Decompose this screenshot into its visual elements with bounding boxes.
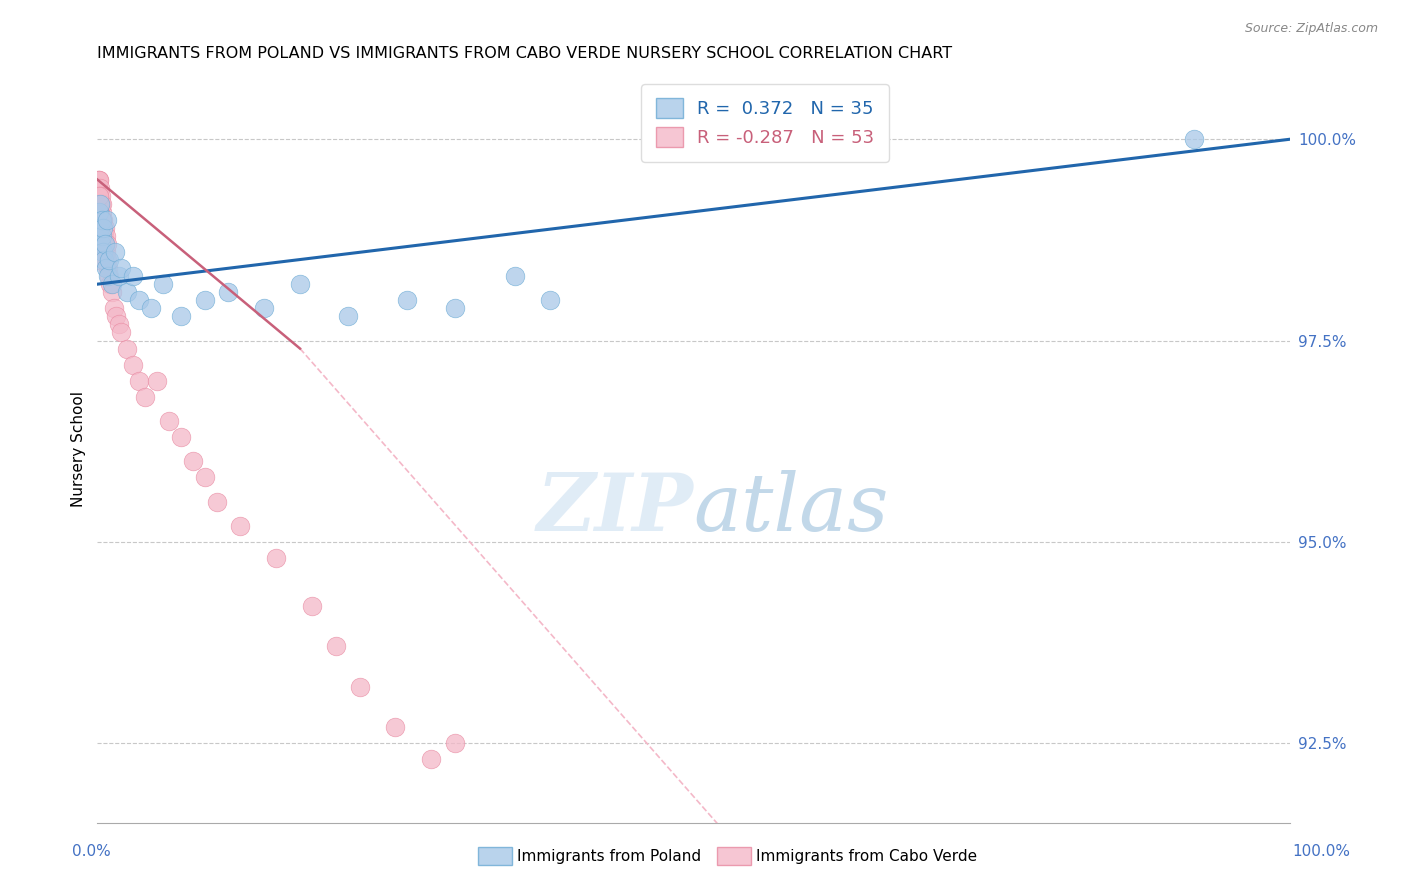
Point — [170, 430, 193, 444]
Point — [89, 172, 111, 186]
Text: Immigrants from Cabo Verde: Immigrants from Cabo Verde — [756, 849, 977, 863]
Point — [91, 212, 114, 227]
Point — [87, 180, 110, 194]
Point — [87, 228, 110, 243]
Point — [87, 172, 110, 186]
Point — [94, 228, 117, 243]
Text: 100.0%: 100.0% — [1292, 845, 1351, 859]
Point — [91, 244, 114, 259]
Point — [444, 736, 467, 750]
Point — [98, 269, 121, 284]
Point — [538, 293, 561, 308]
Text: ZIP: ZIP — [537, 470, 693, 548]
Text: Source: ZipAtlas.com: Source: ZipAtlas.com — [1244, 22, 1378, 36]
Point — [205, 494, 228, 508]
Point — [218, 285, 240, 300]
Point — [100, 277, 122, 292]
Point — [91, 196, 114, 211]
Point — [97, 269, 120, 284]
Point — [264, 550, 287, 565]
Point — [194, 470, 217, 484]
Point — [105, 310, 128, 324]
Point — [325, 640, 347, 654]
Point — [94, 261, 117, 276]
Point — [91, 220, 114, 235]
Point — [229, 518, 252, 533]
Point — [91, 212, 114, 227]
Point — [139, 301, 162, 316]
Text: Immigrants from Poland: Immigrants from Poland — [517, 849, 702, 863]
Point — [122, 269, 145, 284]
Text: 0.0%: 0.0% — [72, 845, 111, 859]
Point — [115, 285, 138, 300]
Point — [122, 358, 145, 372]
Point — [90, 212, 112, 227]
Point — [89, 196, 111, 211]
Point — [396, 293, 419, 308]
Point — [110, 326, 132, 340]
Point — [444, 301, 467, 316]
Point — [108, 318, 131, 332]
Point — [97, 261, 120, 276]
Point — [100, 277, 122, 292]
Point — [89, 204, 111, 219]
Point — [91, 220, 114, 235]
Point — [87, 188, 110, 202]
Point — [96, 253, 118, 268]
Point — [100, 285, 122, 300]
Point — [336, 310, 359, 324]
Point — [503, 269, 526, 284]
Point — [90, 228, 112, 243]
Point — [93, 236, 115, 251]
Point — [90, 196, 112, 211]
Point — [89, 180, 111, 194]
Point — [93, 228, 115, 243]
Point — [1182, 132, 1205, 146]
Point — [98, 253, 121, 268]
Point — [93, 220, 115, 235]
Point — [87, 172, 110, 186]
Point — [89, 204, 111, 219]
Point — [87, 253, 110, 268]
Point — [94, 236, 117, 251]
Point — [134, 390, 156, 404]
Point — [104, 244, 127, 259]
Point — [115, 342, 138, 356]
Point — [108, 269, 131, 284]
Point — [157, 414, 180, 428]
Point — [152, 277, 174, 292]
Point — [384, 720, 406, 734]
Point — [96, 212, 118, 227]
Point — [128, 293, 150, 308]
Point — [90, 188, 112, 202]
Point — [194, 293, 217, 308]
Point — [87, 204, 110, 219]
Point — [349, 680, 371, 694]
Point — [90, 236, 112, 251]
Text: IMMIGRANTS FROM POLAND VS IMMIGRANTS FROM CABO VERDE NURSERY SCHOOL CORRELATION : IMMIGRANTS FROM POLAND VS IMMIGRANTS FRO… — [97, 46, 952, 62]
Point — [103, 301, 125, 316]
Point — [89, 228, 111, 243]
Point — [420, 752, 443, 766]
Point — [170, 310, 193, 324]
Point — [96, 244, 118, 259]
Text: atlas: atlas — [693, 470, 889, 548]
Point — [89, 220, 111, 235]
Point — [89, 188, 111, 202]
Point — [90, 204, 112, 219]
Point — [110, 261, 132, 276]
Point — [93, 253, 115, 268]
Y-axis label: Nursery School: Nursery School — [72, 392, 86, 508]
Point — [96, 236, 118, 251]
Point — [89, 188, 111, 202]
Point — [288, 277, 311, 292]
Point — [89, 196, 111, 211]
Point — [181, 454, 204, 468]
Point — [253, 301, 276, 316]
Point — [301, 599, 323, 614]
Legend: R =  0.372   N = 35, R = -0.287   N = 53: R = 0.372 N = 35, R = -0.287 N = 53 — [641, 84, 889, 161]
Point — [128, 374, 150, 388]
Point — [146, 374, 169, 388]
